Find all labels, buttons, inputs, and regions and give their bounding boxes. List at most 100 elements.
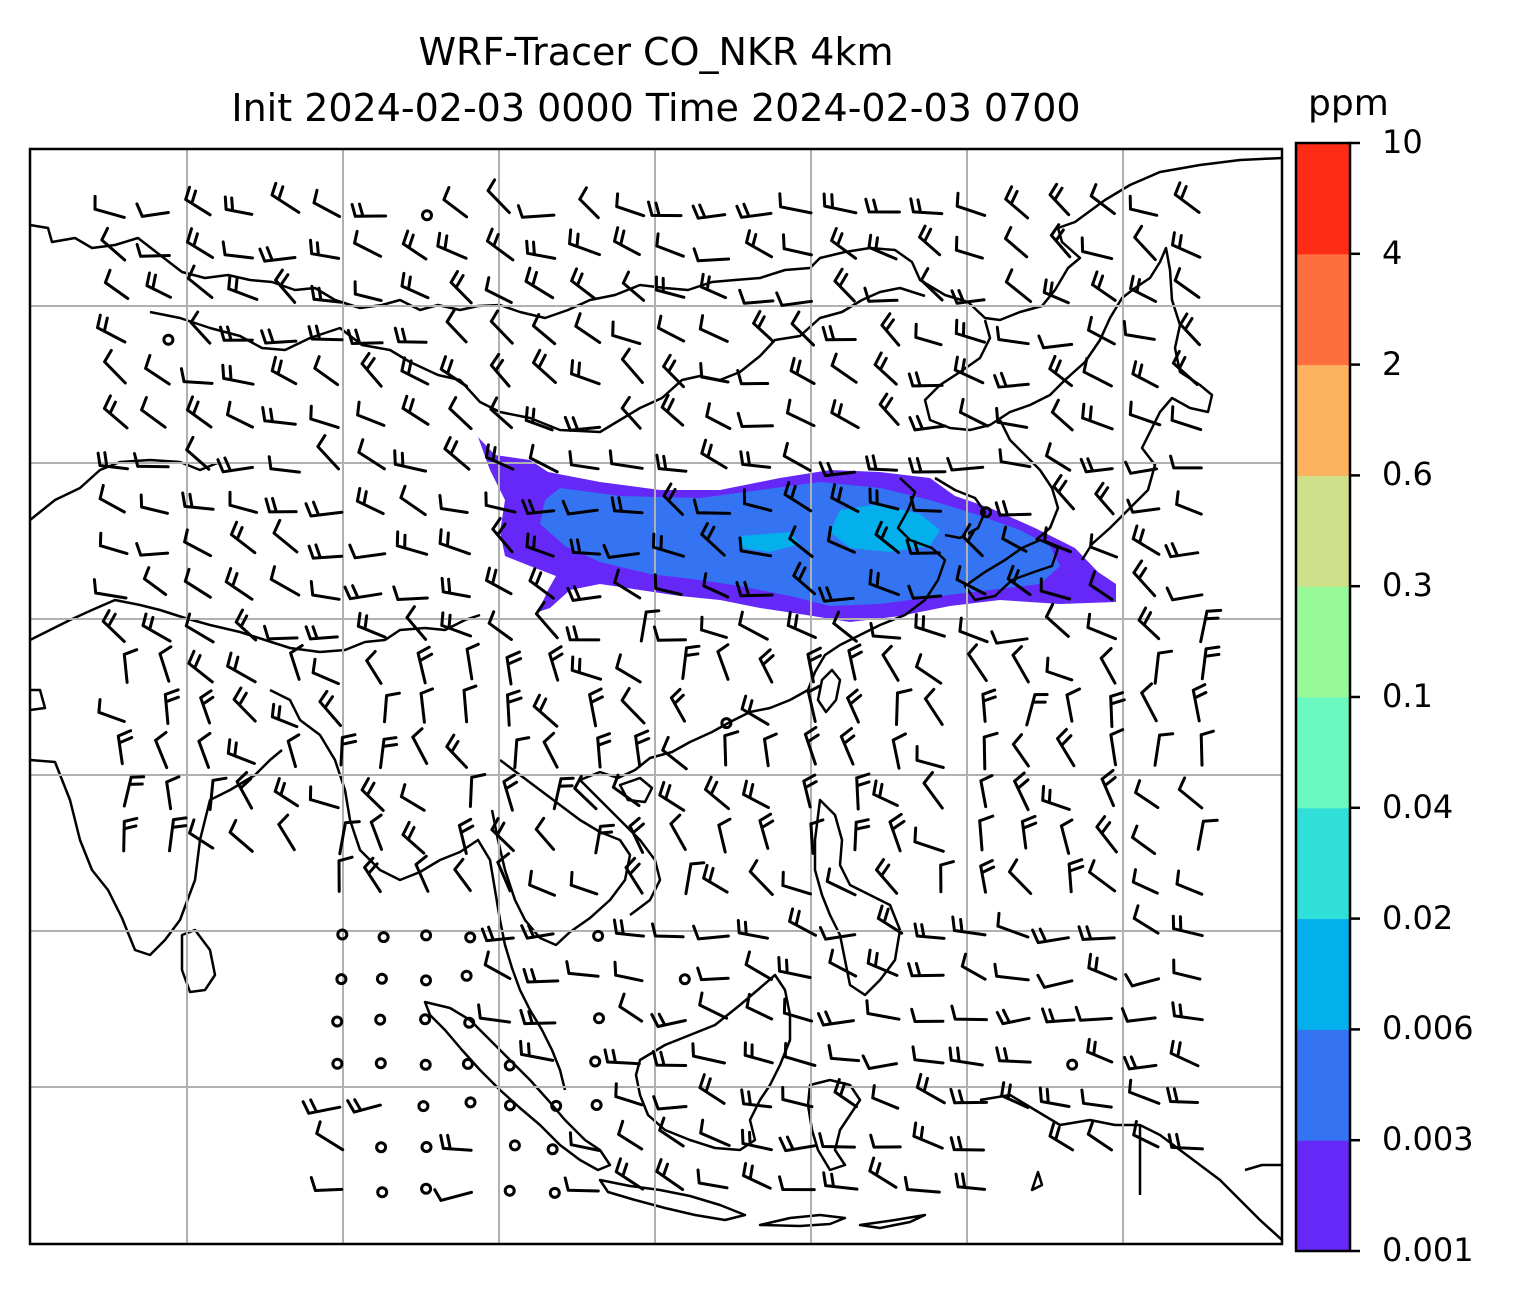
wind-barb (830, 227, 858, 260)
wind-barb (168, 816, 188, 853)
wind-barb (1099, 647, 1117, 685)
wind-barb (993, 371, 1030, 389)
wind-barb (981, 688, 997, 723)
wind-barb (315, 1120, 345, 1152)
wind-barb (1080, 236, 1114, 261)
wind-barb (525, 239, 557, 260)
wind-barb (955, 191, 987, 217)
wind-barb (830, 352, 858, 384)
wind-barb (982, 731, 999, 771)
wind-barb (786, 398, 816, 428)
wind-barb (903, 1175, 941, 1194)
calm-wind-circle (376, 1186, 389, 1199)
wind-barb (954, 235, 984, 260)
wind-barb (828, 948, 858, 978)
wind-barb (309, 238, 341, 260)
taiwan-line (816, 668, 842, 714)
wind-barb (1065, 687, 1081, 723)
wind-barb (261, 406, 297, 426)
colorbar-tick-label: 10 (1382, 123, 1423, 161)
wind-barb (696, 966, 730, 982)
wind-barb (868, 487, 900, 511)
wind-barb (1196, 818, 1219, 851)
wind-barb (661, 735, 688, 771)
wind-barb (954, 318, 986, 344)
wind-barb (400, 271, 430, 300)
wind-barb (365, 650, 383, 685)
wind-barb (392, 585, 429, 601)
wind-barb (468, 773, 487, 808)
wind-barb (1094, 481, 1115, 516)
wind-barb (356, 400, 386, 427)
wind-barb (260, 328, 298, 345)
wind-barb (742, 779, 770, 810)
wind-barb (140, 396, 167, 429)
chart-title-line-1: WRF-Tracer CO_NKR 4km (418, 30, 894, 74)
wind-barb (1175, 869, 1204, 896)
wind-barb (736, 369, 770, 386)
colorbar-segment (1296, 143, 1350, 255)
calm-wind-circle (162, 333, 175, 346)
calm-wind-circle (593, 1012, 605, 1025)
wind-barb (817, 1010, 855, 1027)
wind-barb (135, 202, 170, 218)
wind-barb (967, 643, 988, 683)
calm-wind-circle (464, 931, 477, 944)
wind-barb (528, 567, 555, 600)
calm-wind-circle (374, 1057, 387, 1070)
wind-barb (692, 498, 732, 515)
wind-barb (269, 565, 301, 597)
wind-barb (839, 727, 856, 766)
calm-wind-circle (331, 1057, 344, 1070)
wind-barb (232, 686, 257, 723)
wind-barb (1173, 267, 1201, 299)
wind-barb (596, 732, 612, 769)
wind-barb (356, 611, 387, 639)
wind-barb (1199, 729, 1215, 767)
wind-barb (961, 523, 984, 558)
wind-barb (154, 730, 169, 770)
calm-wind-circle (421, 209, 433, 222)
colorbar-segment (1296, 918, 1350, 1030)
wind-barb (563, 1176, 600, 1193)
wind-barb (122, 775, 146, 808)
north-border-line (30, 156, 1282, 322)
wind-barb (995, 325, 1030, 346)
wind-barb (939, 860, 955, 894)
wind-barb (613, 226, 641, 257)
colorbar-segment (1296, 364, 1350, 476)
wind-barb (1088, 570, 1114, 601)
wind-barb (522, 967, 560, 984)
wind-barb (1048, 182, 1071, 217)
wind-barb (821, 325, 857, 342)
wind-barb (745, 229, 774, 259)
calm-wind-circle (592, 929, 605, 942)
wind-barb (316, 434, 340, 471)
wind-barb (286, 733, 301, 769)
wind-barb (1048, 1122, 1075, 1152)
wind-barb (135, 542, 170, 557)
wind-barb (1109, 728, 1125, 767)
wind-barb (1191, 683, 1208, 723)
wind-barb (758, 812, 775, 850)
wind-barb (465, 642, 480, 681)
wind-barb (923, 687, 944, 726)
wind-barb (313, 355, 340, 387)
wind-barb (1011, 645, 1030, 684)
wind-barb (187, 649, 214, 684)
wind-barb (662, 482, 684, 516)
wind-barb (1120, 1007, 1157, 1023)
wind-barb (1013, 771, 1030, 812)
chart-title-line-2: Init 2024-02-03 0000 Time 2024-02-03 070… (231, 86, 1081, 130)
wind-barb (618, 992, 644, 1023)
wind-barb (651, 922, 685, 939)
wind-barb (914, 322, 943, 347)
wind-barb (782, 233, 813, 257)
wind-barb (781, 1086, 814, 1109)
wind-barb (574, 312, 602, 344)
calm-wind-circle (1066, 1058, 1079, 1071)
wind-barb (401, 229, 428, 261)
calm-wind-circle (503, 1059, 516, 1072)
wind-barb (913, 922, 946, 940)
wind-barb (1153, 649, 1174, 685)
